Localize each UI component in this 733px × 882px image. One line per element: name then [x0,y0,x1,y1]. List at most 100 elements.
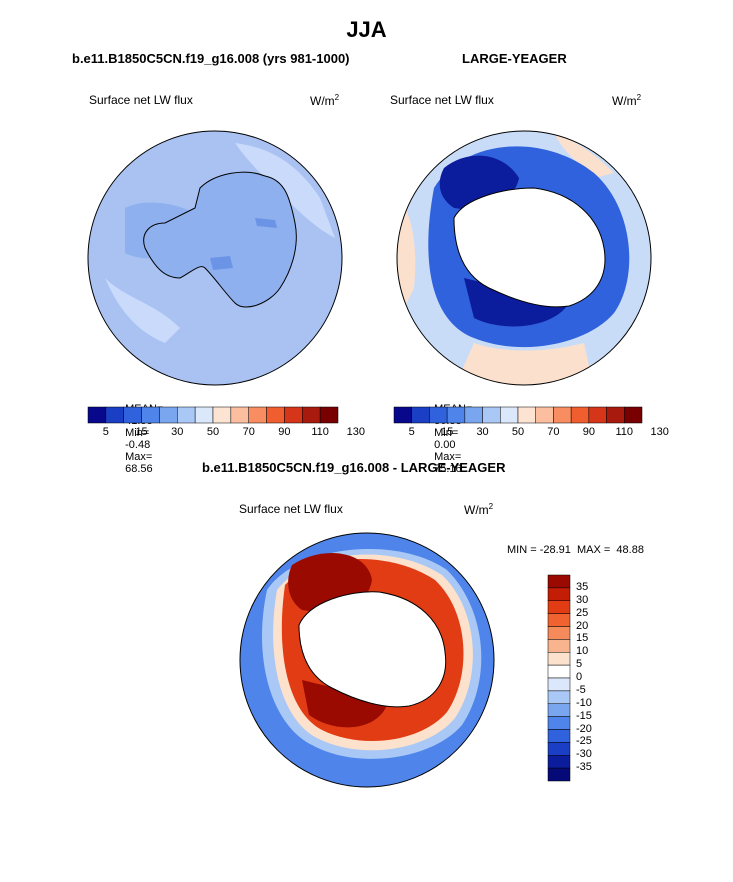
diff-colorbar-swatch [547,574,571,589]
diff-minmax: MIN = -28.91 MAX = 48.88 [507,544,644,556]
colorbar-swatch [606,406,625,424]
case-antarctica [143,171,297,308]
colorbar-tick-label: 30 [171,426,184,438]
diff-colorbar-swatch [547,755,571,769]
colorbar-tick-label: 130 [346,426,366,438]
colorbar-swatch [393,406,412,424]
colorbar-tick-label: 15 [135,426,148,438]
colorbar-swatch [159,406,178,424]
colorbar-swatch [588,406,607,424]
case-light-patch-2 [105,278,180,343]
diff-colorbar-tick-label: -10 [576,696,592,709]
diff-colorbar-swatch [547,626,571,640]
ref-warm-bottom [454,343,594,385]
case-dark-patch [255,218,277,228]
colorbar-tick-label: 70 [547,426,560,438]
case-max-value: 68.56 [125,463,153,475]
diff-colorbar [547,574,571,782]
case-min-value: -0.48 [125,439,151,451]
diff-colorbar-swatch [547,600,571,614]
colorbar-swatch [517,406,536,424]
diff-colorbar-tick-label: 5 [576,658,583,671]
colorbar-swatch [302,406,321,424]
diff-colorbar-swatch [547,767,571,782]
diff-colorbar-tick-label: 10 [576,645,589,658]
colorbar-swatch [105,406,124,424]
diff-colorbar-tick-label: 30 [576,593,589,606]
diff-colorbar-tick-label: 0 [576,671,583,683]
colorbar-tick-label: 15 [441,426,454,438]
diff-colorbar-swatch [547,716,571,730]
diff-colorbar-swatch [547,703,571,717]
diff-units-label: W/m2 [464,502,493,517]
colorbar-swatch [87,406,107,424]
diff-colorbar-tick-label: -20 [576,722,592,735]
colorbar-tick-label: 110 [311,426,329,438]
colorbar-swatch [464,406,483,424]
diff-colorbar-tick-label: 35 [576,580,589,593]
diff-colorbar-tick-label: -15 [576,709,592,722]
diff-variable-label: Surface net LW flux [239,502,343,516]
case-min-label: Min= [125,427,150,439]
case-variable-label: Surface net LW flux [89,93,193,107]
ref-variable-label: Surface net LW flux [390,93,494,107]
case-units-exp: 2 [334,93,340,102]
ref-max-value: 75.16 [434,463,462,475]
ref-units-label: W/m2 [612,93,641,108]
figure-title: JJA [346,17,387,42]
ref-max-label: Max= [434,451,462,463]
colorbar-swatch [177,406,196,424]
case-colorbar [87,406,339,424]
colorbar-tick-label: 90 [278,426,291,438]
colorbar-swatch [230,406,249,424]
colorbar-swatch [248,406,267,424]
colorbar-swatch [266,406,285,424]
ref-units-base: W/m [612,94,637,108]
colorbar-swatch [319,406,339,424]
diff-colorbar-swatch [547,664,571,679]
ref-min-value: 0.00 [434,439,456,451]
ref-ice-interior [453,187,606,308]
diff-colorbar-swatch [547,742,571,756]
diff-units-exp: 2 [488,502,494,511]
ref-colorbar-ticks: 5 15 30 50 70 90 110 130 [394,426,669,440]
case-units-base: W/m [310,94,335,108]
colorbar-swatch [411,406,430,424]
colorbar-tick-label: 50 [206,426,220,438]
case-units-label: W/m2 [310,93,339,108]
diff-colorbar-tick-label: -35 [576,761,592,774]
ref-panel-title: LARGE-YEAGER [462,51,567,66]
colorbar-tick-label: 90 [582,426,595,438]
case-panel-title: b.e11.B1850C5CN.f19_g16.008 (yrs 981-100… [72,51,350,66]
diff-colorbar-tick-label: 20 [576,619,589,632]
colorbar-tick-label: 50 [511,426,525,438]
diff-colorbar-tick-label: -5 [576,683,586,696]
colorbar-swatch [429,406,448,424]
case-colorbar-ticks: 5 15 30 50 70 90 110 130 [88,426,365,440]
diff-colorbar-tick-label: -25 [576,735,592,748]
diff-colorbar-swatch [547,639,571,653]
ref-units-exp: 2 [636,93,642,102]
colorbar-swatch [446,406,466,424]
colorbar-swatch [553,406,572,424]
diff-colorbar-swatch [547,613,571,627]
ref-warm-top [554,133,614,178]
colorbar-swatch [284,406,303,424]
ref-colorbar [393,406,643,424]
ref-deep-core-2 [464,278,569,327]
colorbar-tick-label: 70 [242,426,255,438]
case-max-label: Max= [125,451,153,463]
colorbar-tick-label: 5 [102,426,109,438]
colorbar-tick-label: 110 [615,426,634,438]
diff-units-base: W/m [464,503,489,517]
ref-polar-map [396,130,652,386]
colorbar-tick-label: 30 [476,426,489,438]
diff-colorbar-swatch [547,587,571,601]
diff-colorbar-swatch [547,729,571,743]
ref-min-label: Min= [434,427,459,439]
colorbar-tick-label: 5 [408,426,415,438]
colorbar-swatch [624,406,643,424]
diff-colorbar-swatch [547,677,571,692]
diff-colorbar-tick-label: 15 [576,632,589,645]
colorbar-swatch [212,406,232,424]
